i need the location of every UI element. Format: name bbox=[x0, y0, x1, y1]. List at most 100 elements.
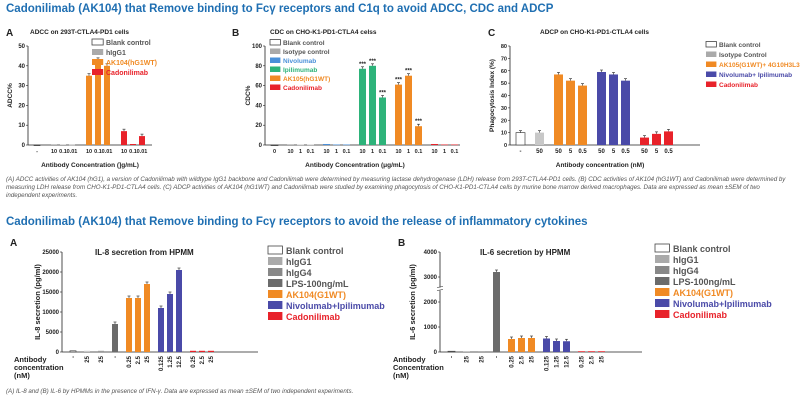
legend-label: Cadonilimab bbox=[286, 312, 341, 322]
y-axis-label: ADCC% bbox=[7, 83, 14, 108]
legend-swatch bbox=[706, 61, 717, 67]
legend-label: Nivolumab+Ipilimumab bbox=[673, 299, 772, 309]
chart-title: ADCC on 293T-CTLA4-PD1 cells bbox=[30, 29, 129, 36]
legend-swatch bbox=[268, 268, 283, 276]
legend-label: Blank control bbox=[719, 42, 761, 49]
bar bbox=[379, 97, 386, 145]
x-tick-label: 10 bbox=[395, 149, 401, 155]
bar bbox=[190, 350, 196, 352]
bar bbox=[307, 144, 314, 146]
bar bbox=[95, 59, 101, 145]
panel-letter: B bbox=[398, 238, 405, 249]
x-tick-label: 1 bbox=[443, 149, 446, 155]
y-tick-label: 0 bbox=[22, 143, 26, 149]
bar bbox=[578, 85, 587, 145]
y-tick-label: 40 bbox=[255, 103, 262, 109]
significance-mark: *** bbox=[405, 69, 413, 75]
bar bbox=[69, 350, 77, 353]
x-axis-label: Concentration bbox=[393, 363, 444, 372]
x-tick-label: 25 bbox=[85, 355, 91, 362]
legend-label: Isotype control bbox=[283, 49, 330, 56]
legend-label: hIgG1 bbox=[286, 257, 312, 267]
x-tick-label: - bbox=[71, 356, 77, 358]
bar bbox=[333, 144, 340, 146]
x-axis-label: Antibody concentration (nM) bbox=[556, 162, 644, 169]
legend-label: Blank control bbox=[106, 40, 151, 47]
x-tick-label: 0.01 bbox=[67, 149, 78, 155]
bar bbox=[447, 350, 456, 353]
legend-label: LPS-100ng/mL bbox=[286, 279, 349, 289]
x-tick-label: 0.25 bbox=[191, 355, 197, 367]
legend-swatch bbox=[269, 39, 281, 46]
x-tick-label: 10 bbox=[86, 149, 92, 155]
x-tick-label: 0.125 bbox=[545, 355, 551, 371]
legend-swatch bbox=[92, 59, 104, 65]
x-axis-label: (nM) bbox=[14, 371, 30, 380]
y-axis-label: Phagocytosis Index (%) bbox=[489, 59, 496, 132]
bar bbox=[69, 144, 75, 146]
x-tick-label: 0.25 bbox=[127, 355, 133, 367]
x-tick-label: 25 bbox=[209, 355, 215, 362]
section1-caption: (A) ADCC activities of AK104 (hG1), a ve… bbox=[6, 176, 786, 199]
bar bbox=[51, 144, 57, 145]
x-tick-label: 10 bbox=[121, 149, 127, 155]
legend-label: Blank control bbox=[673, 244, 731, 254]
x-tick-label: - bbox=[520, 149, 522, 155]
legend-swatch bbox=[655, 266, 670, 274]
legend-label: Nivolumab+ Ipilimumab bbox=[719, 72, 792, 79]
x-axis-label: (nM) bbox=[393, 371, 409, 380]
bar bbox=[478, 351, 485, 352]
legend-swatch bbox=[268, 312, 283, 320]
axis-break bbox=[437, 287, 443, 291]
bar bbox=[33, 144, 41, 146]
x-tick-label: 1 bbox=[335, 149, 338, 155]
legend-swatch bbox=[268, 279, 283, 287]
y-tick-label: 20000 bbox=[42, 270, 59, 276]
x-tick-label: - bbox=[113, 356, 119, 358]
legend-label: Cadonilimab bbox=[106, 70, 148, 77]
bar bbox=[176, 270, 182, 352]
y-tick-label: 20 bbox=[18, 103, 25, 109]
legend-swatch bbox=[268, 301, 283, 309]
legend-swatch bbox=[655, 255, 670, 263]
x-tick-label: 0.01 bbox=[137, 149, 148, 155]
bar bbox=[578, 351, 585, 352]
x-axis-label: Antibody bbox=[393, 355, 426, 364]
legend-label: AK104(G1WT) bbox=[673, 288, 733, 298]
legend-label: hIgG4 bbox=[673, 266, 699, 276]
y-tick-label: 10 bbox=[18, 123, 25, 129]
x-tick-label: 25 bbox=[99, 355, 105, 362]
bar bbox=[270, 144, 279, 146]
bar bbox=[431, 144, 438, 145]
legend-label: LPS-100ng/mL bbox=[673, 277, 736, 287]
legend-swatch bbox=[270, 57, 281, 63]
y-tick-label: 0 bbox=[259, 143, 263, 149]
bar bbox=[554, 74, 563, 145]
y-tick-label: 80 bbox=[255, 64, 262, 70]
bar bbox=[208, 350, 214, 352]
legend-swatch bbox=[655, 288, 670, 296]
bar bbox=[451, 144, 458, 146]
x-tick-label: 0.5 bbox=[578, 149, 587, 155]
y-tick-label: 60 bbox=[255, 84, 262, 90]
y-tick-label: 10000 bbox=[42, 310, 59, 316]
section2-title: Cadonilimab (AK104) that Remove binding … bbox=[6, 216, 588, 228]
panel-letter: A bbox=[6, 28, 13, 39]
x-tick-label: 10 bbox=[359, 149, 365, 155]
bar bbox=[588, 351, 595, 352]
bar bbox=[369, 65, 376, 145]
bar bbox=[60, 144, 66, 146]
legend-swatch bbox=[91, 38, 104, 46]
x-tick-label: 25 bbox=[530, 355, 536, 362]
x-tick-label: 0.125 bbox=[159, 355, 165, 371]
y-tick-label: 100 bbox=[252, 44, 263, 50]
y-tick-label: 80 bbox=[501, 44, 507, 50]
x-tick-label: 0.25 bbox=[510, 355, 516, 367]
bar bbox=[158, 308, 164, 352]
x-tick-label: 12.5 bbox=[177, 355, 183, 367]
legend-label: AK104(G1WT) bbox=[286, 290, 346, 300]
bar bbox=[621, 80, 630, 145]
x-tick-label: 25 bbox=[465, 355, 471, 362]
y-tick-label: 40 bbox=[18, 64, 25, 70]
